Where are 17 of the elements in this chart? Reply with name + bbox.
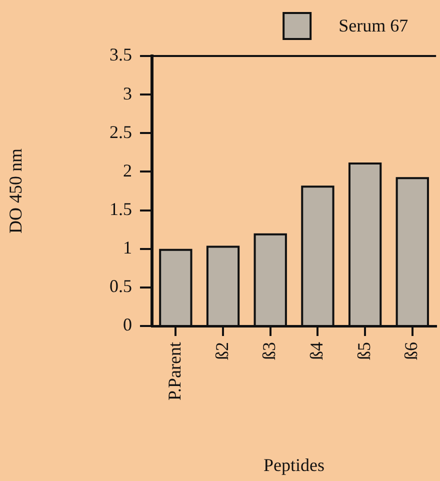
y-tick-label: 1 (123, 238, 132, 258)
x-axis-title: Peptides (264, 454, 325, 475)
x-tick-label: ß3 (259, 342, 280, 360)
y-tick-label: 3.5 (110, 44, 132, 65)
x-tick-label: ß2 (212, 342, 232, 360)
legend-label: Serum 67 (338, 16, 408, 36)
y-tick-label: 2 (123, 160, 132, 180)
y-tick-label: 0 (123, 314, 132, 335)
x-tick-label: ß6 (401, 342, 422, 360)
y-tick-label: 2.5 (110, 122, 132, 142)
y-axis-title: DO 450 nm (6, 148, 26, 234)
x-tick-label: ß4 (306, 342, 326, 360)
y-tick-label: 1.5 (110, 199, 132, 220)
x-tick-label: ß5 (354, 342, 374, 360)
y-tick-label: 0.5 (110, 276, 132, 296)
x-tick-label: P.Parent (164, 342, 184, 400)
y-tick-label: 3 (123, 83, 132, 104)
